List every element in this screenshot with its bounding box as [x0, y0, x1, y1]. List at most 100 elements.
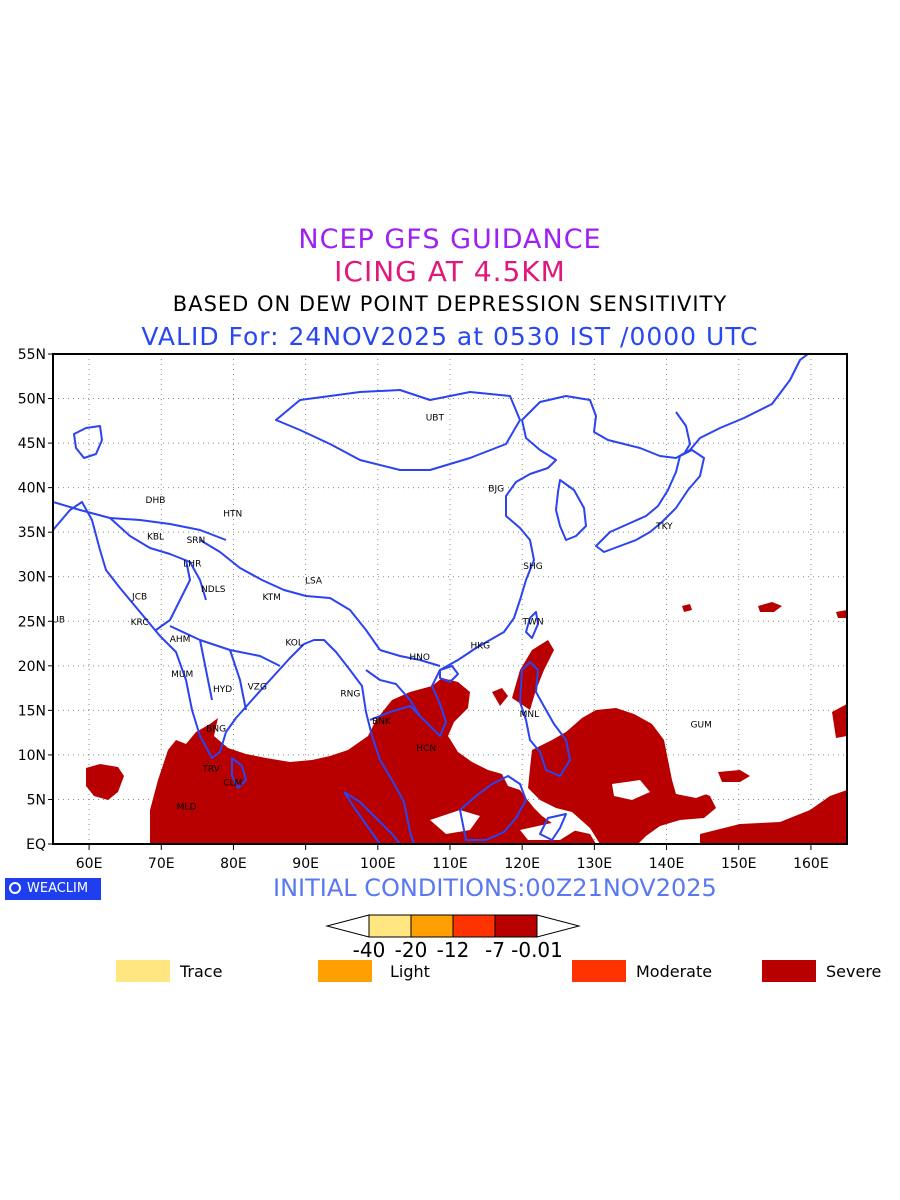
title-line-3: BASED ON DEW POINT DEPRESSION SENSITIVIT… [172, 292, 728, 316]
icing-area-west-pacific [528, 708, 716, 844]
icing-area-philippine [492, 688, 508, 706]
lon-tick-label: 80E [220, 856, 247, 870]
icing-area-small-2 [836, 610, 847, 618]
city-label-kbl: KBL [147, 533, 164, 543]
gap-java [520, 822, 576, 840]
colorbar-tick-label: -7 [485, 938, 505, 962]
title-line-2: ICING AT 4.5KM [334, 255, 566, 288]
colorbar-bin [452, 914, 496, 938]
lat-tick-label: 30N [18, 570, 46, 586]
coastline-sakhalin [675, 411, 691, 455]
legend-label-light: Light [390, 962, 430, 981]
coastlines-and-borders [53, 354, 809, 844]
coastline-taiwan [525, 611, 539, 639]
city-label-rng: RNG [340, 689, 360, 699]
city-label-ndls: NDLS [201, 585, 226, 595]
border-afghan-pak [109, 517, 207, 601]
border-indochina [365, 669, 421, 717]
lon-tick-label: 130E [577, 856, 613, 870]
city-label-krc: KRC [131, 618, 149, 628]
icing-area-east-equatorial [700, 790, 847, 844]
legend-swatch-trace [116, 960, 170, 982]
border-himalaya [199, 539, 381, 651]
city-label-ktm: KTM [262, 593, 280, 603]
initial-conditions: INITIAL CONDITIONS:00Z21NOV2025 [273, 874, 717, 902]
icing-area-arabian [86, 764, 124, 800]
colorbar-left-arrow [325, 914, 370, 938]
longitude-tick-labels: 60E 70E 80E 90E 100E 110E 120E 130E 140E 150E 160E [76, 844, 829, 870]
lon-tick-label: 110E [432, 856, 468, 870]
icing-area-guam [718, 770, 750, 782]
city-label-hcn: HCN [416, 744, 436, 754]
legend-swatch-light [318, 960, 372, 982]
lat-tick-label: EQ [26, 837, 46, 853]
coastline-caspian [73, 425, 103, 459]
gap-pacific-1 [612, 780, 650, 800]
border-india-pak [155, 559, 191, 631]
coastline-korea [555, 479, 587, 541]
coastline-borneo [459, 775, 527, 841]
city-label-htn: HTN [223, 509, 242, 519]
legend-swatch-severe [762, 960, 816, 982]
lat-tick-label: 50N [18, 392, 46, 408]
city-label-gum: GUM [691, 721, 712, 731]
coastline-sri-lanka [231, 757, 247, 789]
lon-tick-label: 60E [76, 856, 103, 870]
legend-swatch-moderate [572, 960, 626, 982]
city-label-hyd: HYD [213, 685, 232, 695]
city-label-hkg: HKG [470, 641, 490, 651]
city-label-clm: CLM [223, 779, 242, 789]
colorbar-tick-label: -0.01 [511, 938, 563, 962]
lon-tick-label: 90E [292, 856, 319, 870]
legend-label-trace: Trace [180, 962, 223, 981]
city-label-kol: KOL [285, 639, 303, 649]
city-label-dhb: DHB [146, 496, 166, 506]
city-label-dub: DUB [45, 615, 65, 625]
city-label-bnk: BNK [372, 717, 392, 727]
coastline-hainan [439, 665, 459, 683]
colorbar-tick-label: -20 [394, 938, 428, 962]
logo-text: WEACLIM [27, 881, 89, 896]
city-label-lsa: LSA [305, 576, 323, 586]
title-line-1: NCEP GFS GUIDANCE [298, 224, 602, 255]
city-label-lhr: LHR [183, 559, 201, 569]
icing-area-indian-ocean [150, 678, 596, 844]
lon-tick-label: 140E [649, 856, 685, 870]
colorbar-bin [368, 914, 412, 938]
legend-label-severe: Severe [826, 962, 882, 981]
city-label-mld: MLD [177, 803, 197, 813]
lon-tick-label: 100E [360, 856, 396, 870]
valid-time: VALID For: 24NOV2025 at 0530 IST /0000 U… [141, 322, 759, 351]
lat-tick-label: 40N [18, 481, 46, 497]
border-mongolia [275, 389, 521, 471]
weaclim-logo: WEACLIM [5, 878, 101, 900]
icing-area-east-25n [758, 602, 782, 612]
city-label-bjg: BJG [488, 485, 504, 495]
lon-tick-label: 70E [148, 856, 175, 870]
lat-tick-label: 55N [18, 347, 46, 363]
gap-pacific-2 [672, 780, 712, 798]
legend-label-moderate: Moderate [636, 962, 713, 981]
city-label-mnl: MNL [520, 710, 540, 720]
coastline-japan [595, 449, 705, 553]
coastline-sumatra [343, 791, 401, 844]
city-label-twn: TWN [521, 617, 543, 627]
icing-map: UBT BJG TKY DHB HTN KBL SRN LHR LSA SHG JCB NDLS KTM… [18, 347, 848, 870]
colorbar-bin [410, 914, 454, 938]
city-label-ubt: UBT [426, 413, 445, 423]
latitude-tick-labels: EQ 5N 10N 15N 20N 25N 30N 35N 40N 45N 50N 55N [18, 347, 53, 853]
lat-tick-label: 45N [18, 436, 46, 452]
severe-icing-areas [86, 602, 847, 844]
lat-tick-label: 5N [27, 792, 46, 808]
border-central-asia [53, 501, 227, 541]
colorbar [325, 914, 581, 938]
city-label-srn: SRN [187, 536, 206, 546]
city-label-hno: HNO [409, 653, 430, 663]
coastline-sulawesi [539, 813, 567, 841]
colorbar-right-arrow [536, 914, 581, 938]
icing-area-luzon [512, 640, 554, 710]
border-china-sea [379, 649, 441, 667]
colorbar-bin [494, 914, 538, 938]
city-label-bng: BNG [206, 724, 226, 734]
icing-area-small-1 [682, 604, 692, 612]
